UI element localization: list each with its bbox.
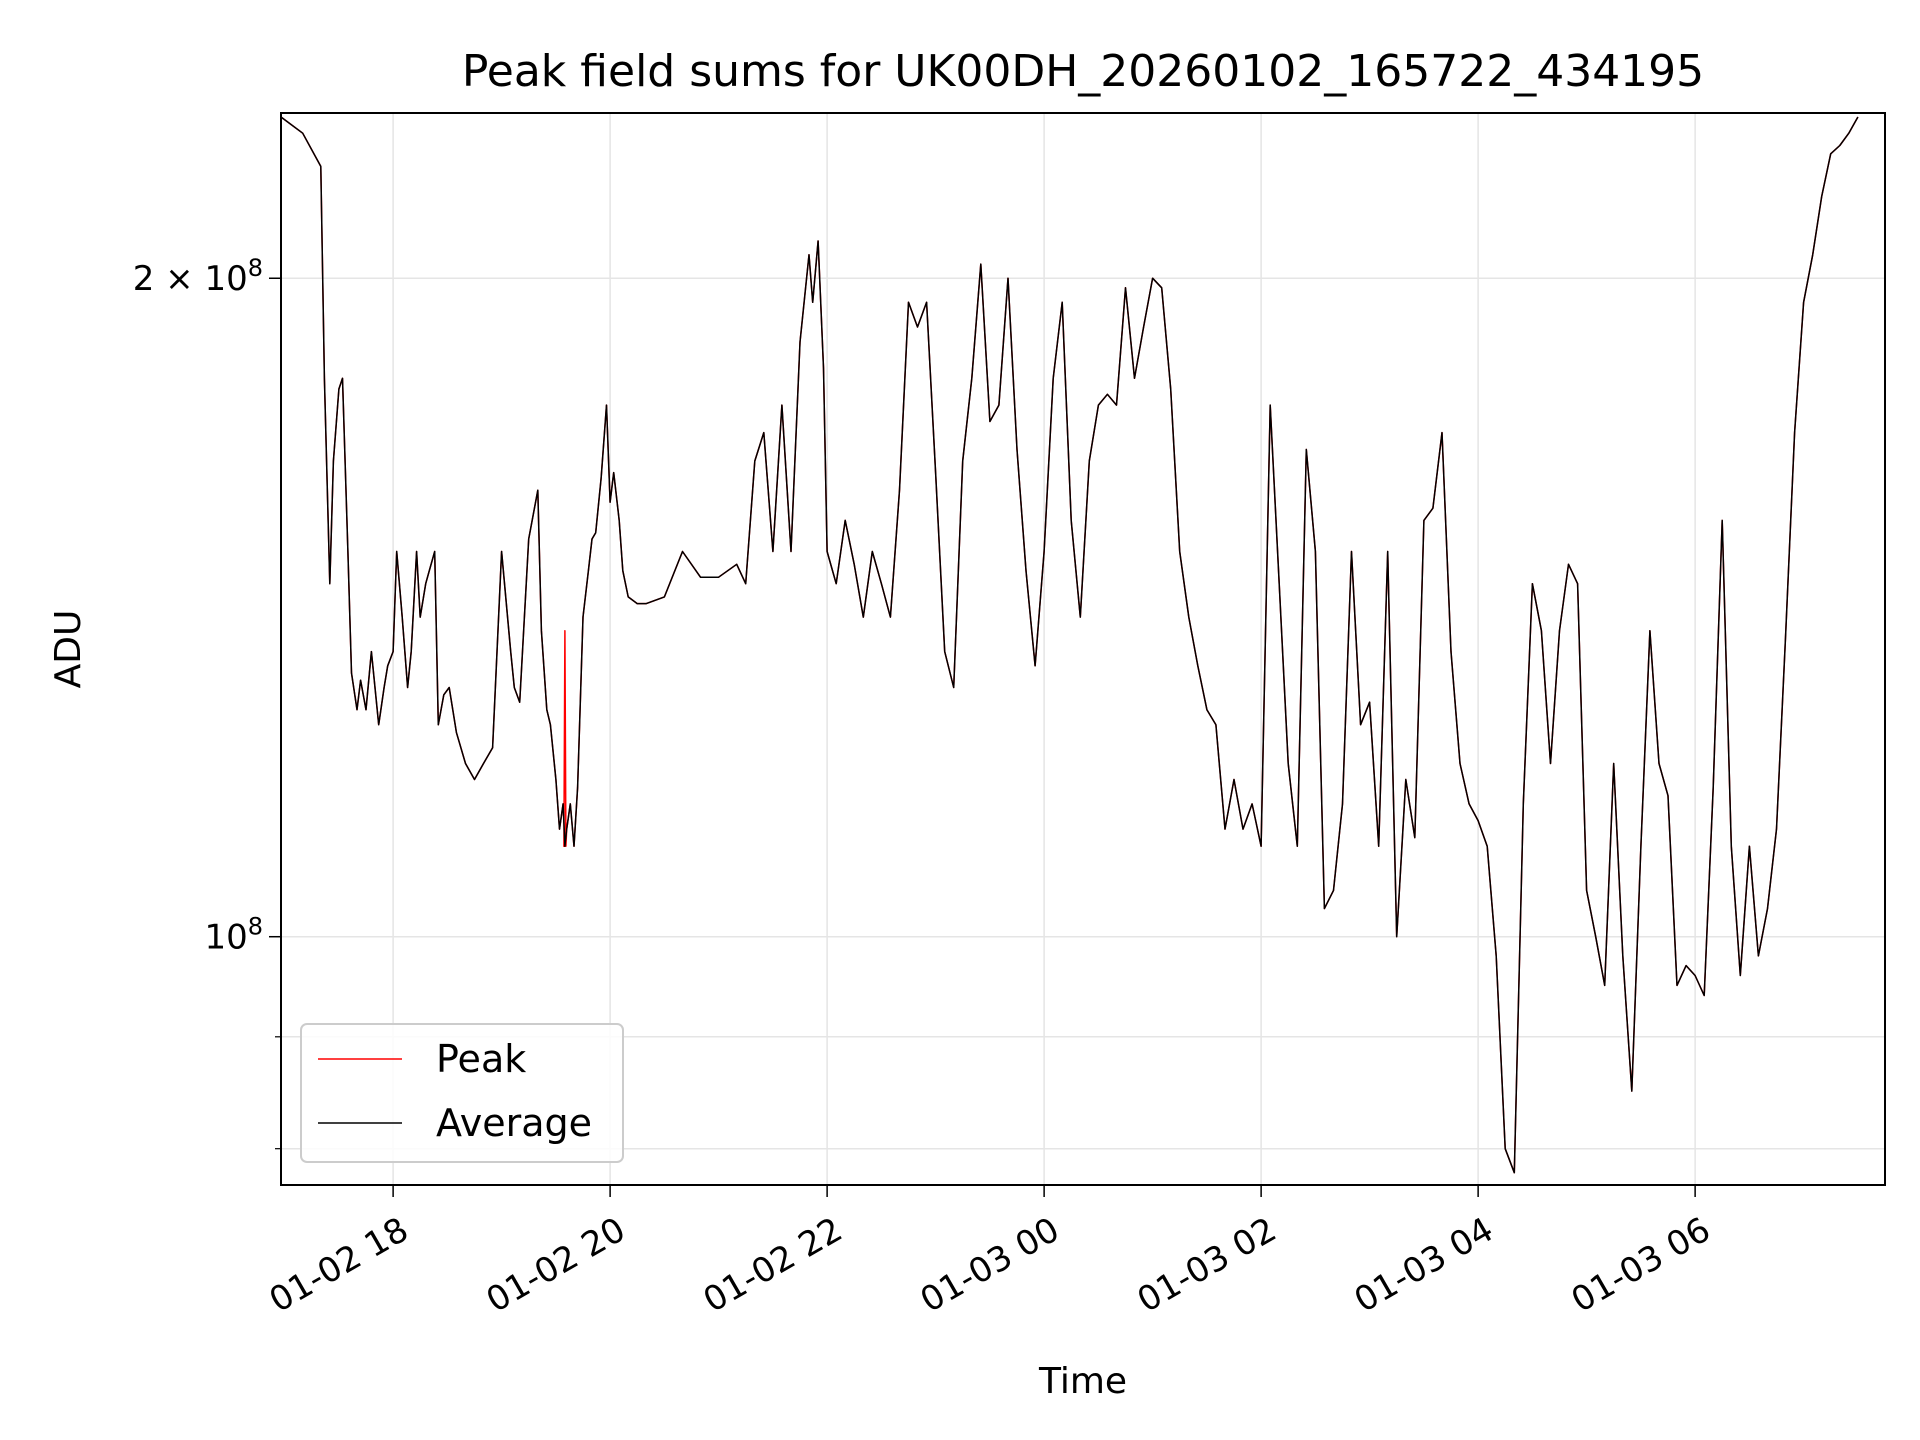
legend: Peak Average: [300, 1023, 624, 1163]
chart-title: Peak field sums for UK00DH_20260102_1657…: [462, 46, 1704, 97]
x-axis-label: Time: [1038, 1361, 1127, 1402]
plot-frame: [280, 112, 1886, 1186]
legend-label-peak: Peak: [436, 1037, 526, 1081]
series-line-average: [280, 116, 1859, 1174]
y-axis-label: ADU: [48, 610, 89, 689]
plot-area-background: [281, 113, 1885, 1185]
legend-label-average: Average: [436, 1101, 592, 1145]
y-tick-label: 108: [204, 913, 263, 958]
series-lines: [280, 116, 1859, 1174]
y-tick-label: 2 × 108: [133, 254, 263, 299]
grid: [281, 113, 1885, 1185]
y-axis-ticks: 108 2 × 108: [133, 254, 281, 1150]
